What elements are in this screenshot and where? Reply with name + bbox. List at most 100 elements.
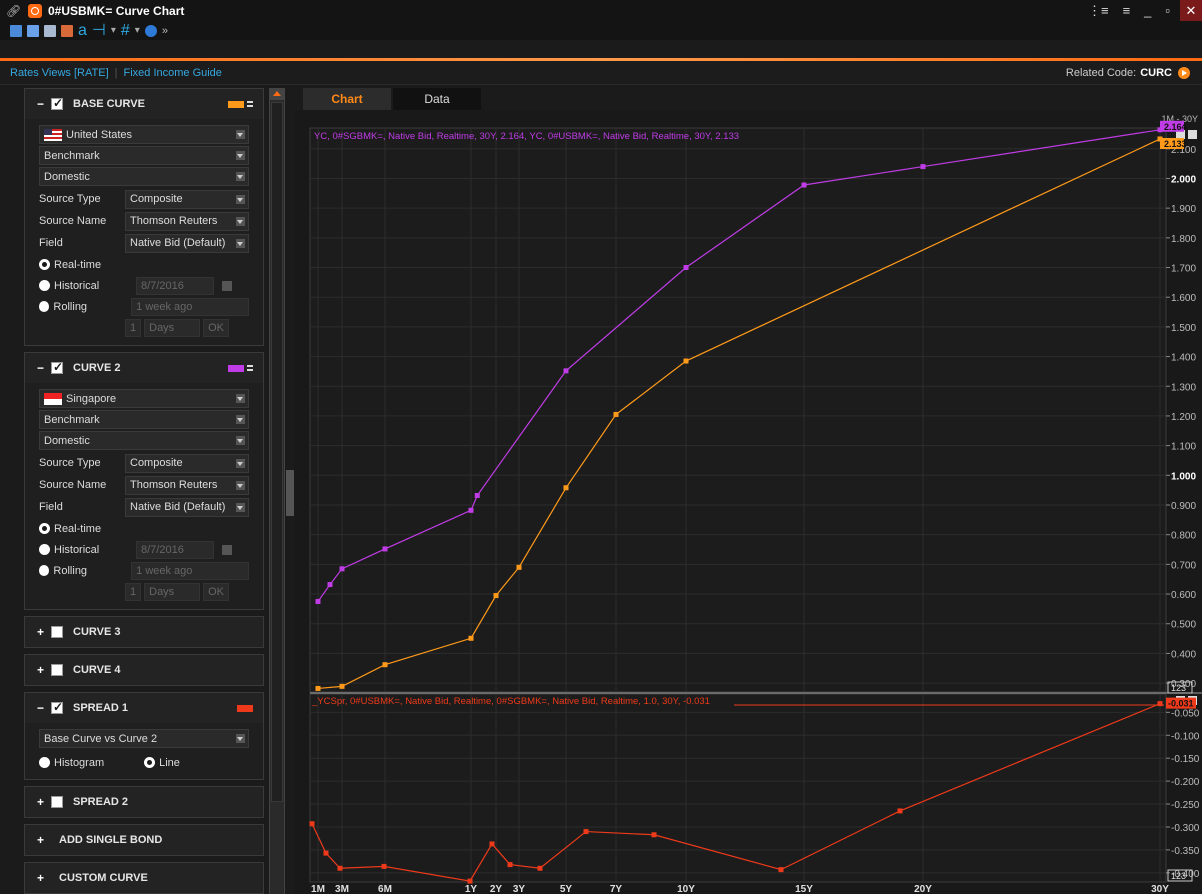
data-point: [897, 808, 903, 814]
tab-chart[interactable]: Chart: [303, 88, 391, 110]
scrollbar-thumb[interactable]: [271, 102, 283, 802]
source-name-select[interactable]: Thomson Reuters: [125, 211, 249, 231]
source-type-select[interactable]: Composite: [125, 189, 249, 209]
source-type-select[interactable]: Composite: [125, 453, 249, 473]
custom-curve-header[interactable]: + CUSTOM CURVE: [25, 863, 263, 893]
chart-icon[interactable]: [61, 24, 73, 37]
base-curve-header[interactable]: − BASE CURVE: [25, 89, 263, 119]
play-icon[interactable]: [1178, 67, 1190, 79]
data-point: [382, 662, 388, 668]
link-icon[interactable]: 🔗︎: [6, 3, 22, 18]
value-badge-text: 2.164: [1164, 122, 1187, 132]
chevron-down-icon: [236, 216, 245, 226]
benchmark-select[interactable]: Benchmark: [39, 410, 249, 429]
country-select[interactable]: United States: [39, 125, 249, 144]
rolling-radio[interactable]: Rolling 1 week ago: [39, 560, 249, 581]
panel-splitter[interactable]: [286, 470, 294, 516]
restore-button[interactable]: ▫: [1165, 3, 1170, 18]
section-title: CURVE 3: [73, 626, 121, 638]
spread-2-header[interactable]: + SPREAD 2: [25, 787, 263, 817]
more-icon[interactable]: »: [161, 24, 168, 37]
menu-icon[interactable]: ≡: [1122, 3, 1131, 18]
close-button[interactable]: ✕: [1180, 0, 1202, 21]
rates-views-link[interactable]: Rates Views [RATE]: [10, 67, 109, 79]
domestic-select[interactable]: Domestic: [39, 167, 249, 186]
y-tick-label: 1.700: [1171, 264, 1196, 275]
window-title: 0#USBMK= Curve Chart: [48, 3, 185, 18]
layout-icon[interactable]: ⋮≡: [1087, 2, 1109, 18]
domestic-select[interactable]: Domestic: [39, 431, 249, 450]
spread-1-checkbox[interactable]: [51, 700, 63, 714]
source-name-select[interactable]: Thomson Reuters: [125, 475, 249, 495]
historical-radio[interactable]: Historical 8/7/2016: [39, 275, 249, 296]
calendar-icon: [222, 280, 232, 291]
print-icon[interactable]: [44, 24, 56, 37]
bottom-plot-frame: [309, 693, 1167, 883]
field-select[interactable]: Native Bid (Default): [125, 497, 249, 517]
spread-2-checkbox[interactable]: [51, 796, 63, 808]
y-tick-label: 0.500: [1171, 620, 1196, 631]
line-radio[interactable]: Line: [144, 752, 180, 773]
yield-curve-chart[interactable]: 1M 3M 6M 1Y 2Y 3Y 5Y 7Y 10Y 15Y 20Y 30Y 0.300 0.400 0.…: [294, 110, 1202, 894]
annotation-icon[interactable]: a: [78, 21, 87, 39]
chevron-down-icon[interactable]: ▾: [110, 24, 116, 36]
add-single-bond-header[interactable]: + ADD SINGLE BOND: [25, 825, 263, 855]
copy-icon[interactable]: [27, 24, 39, 37]
fixed-income-guide-link[interactable]: Fixed Income Guide: [123, 67, 222, 79]
field-select[interactable]: Native Bid (Default): [125, 233, 249, 253]
expand-toggle[interactable]: +: [37, 833, 45, 847]
curve-3-checkbox[interactable]: [51, 626, 63, 638]
top-plot-frame: [309, 127, 1167, 693]
expand-toggle[interactable]: +: [37, 625, 45, 639]
crosshair-icon[interactable]: ⊣: [91, 21, 106, 39]
calendar-icon: [222, 544, 232, 555]
expand-toggle[interactable]: +: [37, 871, 45, 885]
color-swatch[interactable]: [228, 100, 244, 108]
expand-toggle[interactable]: +: [37, 795, 45, 809]
curve-2-header[interactable]: − CURVE 2: [25, 353, 263, 383]
section-title: BASE CURVE: [73, 98, 145, 110]
chevron-down-icon[interactable]: ▾: [134, 24, 140, 36]
realtime-radio[interactable]: Real-time: [39, 518, 249, 539]
country-select[interactable]: Singapore: [39, 389, 249, 408]
historical-radio[interactable]: Historical 8/7/2016: [39, 539, 249, 560]
style-menu-icon[interactable]: [247, 365, 253, 371]
data-point: [489, 841, 495, 847]
chevron-down-icon: [236, 480, 245, 490]
spread-select[interactable]: Base Curve vs Curve 2: [39, 729, 249, 748]
curve-2-section: − CURVE 2 Singapore Benchmark Domestic S…: [24, 352, 264, 610]
expand-toggle[interactable]: +: [37, 663, 45, 677]
base-curve-checkbox[interactable]: [51, 96, 63, 110]
x-tick-label: 7Y: [610, 884, 623, 894]
color-swatch[interactable]: [237, 704, 253, 712]
data-point: [516, 564, 522, 570]
minimize-button[interactable]: _: [1144, 3, 1152, 18]
curve-4-checkbox[interactable]: [51, 664, 63, 676]
collapse-toggle[interactable]: −: [37, 701, 45, 715]
scroll-up-icon[interactable]: [270, 88, 284, 100]
style-menu-icon[interactable]: [247, 101, 253, 107]
related-code-value[interactable]: CURC: [1140, 67, 1172, 79]
range-label: 1M - 30Y: [1161, 114, 1198, 124]
chevron-down-icon: [236, 172, 245, 181]
maximize-icon: [1176, 130, 1185, 139]
curve-4-header[interactable]: + CURVE 4: [25, 655, 263, 685]
grid-icon[interactable]: #: [120, 21, 130, 39]
collapse-toggle[interactable]: −: [37, 361, 45, 375]
x-tick-label: 3Y: [513, 884, 526, 894]
panel-scrollbar[interactable]: [269, 88, 285, 894]
curve-3-header[interactable]: + CURVE 3: [25, 617, 263, 647]
color-swatch[interactable]: [228, 364, 244, 372]
curve-2-checkbox[interactable]: [51, 360, 63, 374]
value-badge: [1166, 697, 1196, 709]
help-icon[interactable]: [144, 24, 157, 37]
spread-1-header[interactable]: − SPREAD 1: [25, 693, 263, 723]
title-bar: 🔗︎ 0#USBMK= Curve Chart ⋮≡ ≡ _ ▫ ✕ a ⊣ ▾…: [0, 0, 1202, 40]
benchmark-select[interactable]: Benchmark: [39, 146, 249, 165]
tab-data[interactable]: Data: [393, 88, 481, 110]
rolling-radio[interactable]: Rolling 1 week ago: [39, 296, 249, 317]
realtime-radio[interactable]: Real-time: [39, 254, 249, 275]
histogram-radio[interactable]: Histogram: [39, 752, 104, 773]
save-icon[interactable]: [10, 24, 22, 37]
collapse-toggle[interactable]: −: [37, 97, 45, 111]
